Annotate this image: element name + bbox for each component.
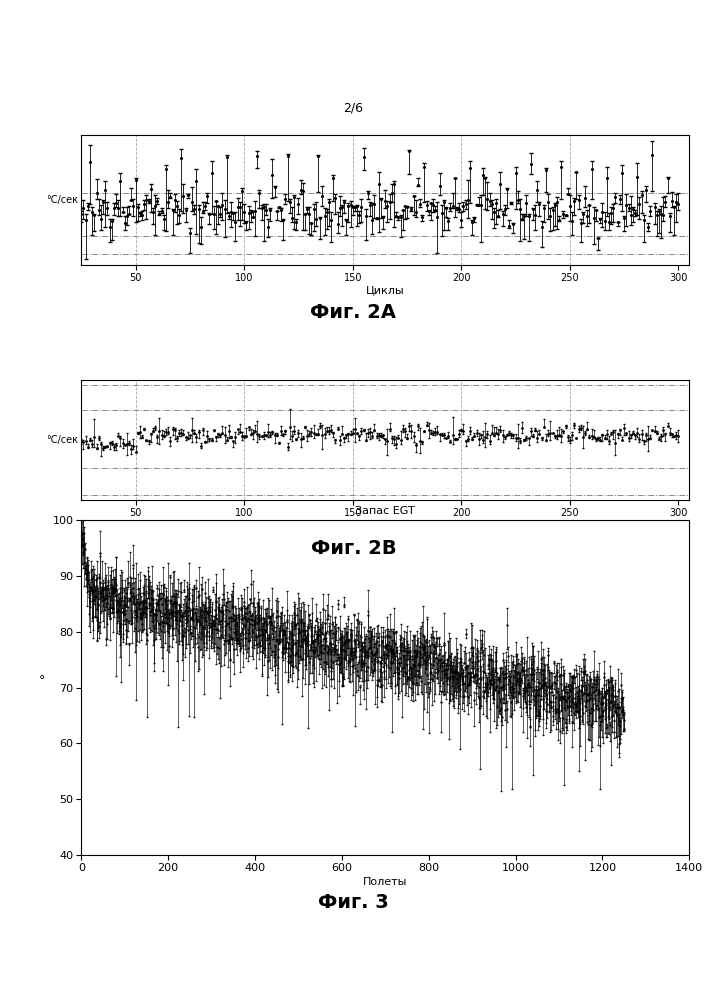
Y-axis label: °: ° (38, 674, 45, 688)
Text: Фиг. 2A: Фиг. 2A (310, 302, 397, 322)
Text: Фиг. 3: Фиг. 3 (318, 892, 389, 912)
Y-axis label: °C/сек: °C/сек (47, 435, 78, 445)
X-axis label: Полеты: Полеты (363, 877, 407, 887)
Text: 2/6: 2/6 (344, 102, 363, 114)
Y-axis label: °C/сек: °C/сек (47, 195, 78, 205)
X-axis label: Циклы: Циклы (366, 520, 404, 530)
X-axis label: Циклы: Циклы (366, 285, 404, 295)
Title: Запас EGT: Запас EGT (356, 506, 415, 516)
Text: Фиг. 2B: Фиг. 2B (310, 538, 397, 558)
